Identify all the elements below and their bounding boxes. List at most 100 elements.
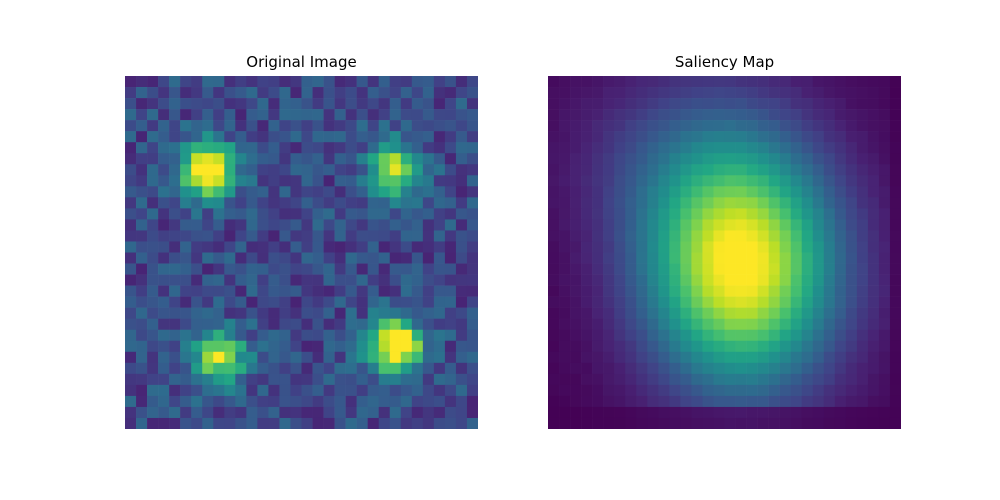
- heatmap-cell: [768, 109, 780, 121]
- heatmap-cell: [625, 241, 637, 253]
- heatmap-cell: [548, 362, 560, 375]
- heatmap-cell: [724, 395, 736, 408]
- heatmap-cell: [790, 76, 803, 88]
- heatmap-cell: [466, 186, 478, 198]
- heatmap-cell: [411, 197, 424, 209]
- heatmap-cell: [823, 197, 836, 209]
- heatmap-cell: [845, 351, 858, 364]
- heatmap-cell: [312, 263, 324, 275]
- heatmap-cell: [823, 98, 836, 110]
- heatmap-cell: [169, 208, 181, 220]
- heatmap-cell: [422, 197, 435, 209]
- heatmap-cell: [779, 230, 791, 242]
- heatmap-cell: [746, 153, 758, 165]
- heatmap-cell: [713, 142, 725, 154]
- heatmap-cell: [125, 164, 137, 176]
- heatmap-cell: [647, 373, 659, 386]
- heatmap-cell: [246, 241, 258, 253]
- heatmap-cell: [801, 406, 814, 419]
- heatmap-cell: [548, 98, 560, 110]
- heatmap-cell: [724, 274, 736, 286]
- heatmap-cell: [856, 120, 869, 132]
- heatmap-cell: [735, 87, 747, 99]
- heatmap-cell: [867, 274, 880, 286]
- heatmap-cell: [191, 296, 203, 308]
- heatmap-cell: [823, 340, 836, 353]
- heatmap-cell: [801, 384, 814, 397]
- heatmap-cell: [268, 406, 280, 419]
- heatmap-cell: [235, 241, 247, 253]
- heatmap-cell: [356, 362, 368, 375]
- heatmap-cell: [878, 208, 891, 220]
- heatmap-cell: [356, 274, 368, 286]
- heatmap-cell: [411, 373, 424, 386]
- heatmap-cell: [279, 406, 291, 419]
- heatmap-cell: [768, 285, 780, 297]
- heatmap-cell: [323, 362, 335, 375]
- heatmap-cell: [548, 318, 560, 331]
- heatmap-cell: [169, 406, 181, 419]
- heatmap-cell: [279, 362, 291, 375]
- heatmap-cell: [455, 263, 468, 275]
- heatmap-cell: [147, 351, 159, 364]
- heatmap-cell: [455, 131, 468, 143]
- heatmap-cell: [136, 263, 148, 275]
- heatmap-cell: [790, 87, 803, 99]
- heatmap-cell: [345, 219, 357, 231]
- heatmap-cell: [180, 285, 192, 297]
- heatmap-cell: [312, 340, 324, 353]
- heatmap-cell: [301, 153, 313, 165]
- heatmap-cell: [757, 285, 769, 297]
- heatmap-cell: [356, 208, 368, 220]
- heatmap-cell: [636, 175, 648, 187]
- heatmap-cell: [746, 76, 758, 88]
- heatmap-cell: [213, 318, 225, 331]
- heatmap-cell: [422, 329, 435, 342]
- heatmap-cell: [691, 208, 703, 220]
- heatmap-cell: [180, 175, 192, 187]
- heatmap-cell: [158, 285, 170, 297]
- heatmap-cell: [136, 406, 148, 419]
- heatmap-cell: [746, 241, 758, 253]
- heatmap-cell: [235, 230, 247, 242]
- heatmap-cell: [136, 241, 148, 253]
- heatmap-cell: [191, 351, 203, 364]
- heatmap-cell: [235, 87, 247, 99]
- heatmap-cell: [757, 373, 769, 386]
- heatmap-cell: [367, 318, 380, 331]
- heatmap-cell: [411, 164, 424, 176]
- heatmap-cell: [367, 98, 380, 110]
- heatmap-cell: [878, 219, 891, 231]
- heatmap-cell: [378, 197, 391, 209]
- heatmap-cell: [548, 296, 560, 308]
- heatmap-cell: [466, 76, 478, 88]
- heatmap-cell: [856, 164, 869, 176]
- heatmap-cell: [878, 307, 891, 319]
- heatmap-cell: [169, 230, 181, 242]
- heatmap-cell: [801, 285, 814, 297]
- heatmap-cell: [125, 307, 137, 319]
- heatmap-cell: [570, 153, 582, 165]
- heatmap-cell: [202, 307, 214, 319]
- heatmap-cell: [257, 219, 269, 231]
- heatmap-cell: [356, 384, 368, 397]
- heatmap-cell: [268, 131, 280, 143]
- heatmap-cell: [389, 186, 402, 198]
- heatmap-cell: [680, 274, 692, 286]
- heatmap-cell: [713, 197, 725, 209]
- heatmap-cell: [301, 197, 313, 209]
- heatmap-cell: [455, 285, 468, 297]
- heatmap-cell: [290, 241, 302, 253]
- heatmap-cell: [592, 153, 604, 165]
- heatmap-cell: [790, 417, 803, 429]
- heatmap-cell: [658, 373, 670, 386]
- heatmap-cell: [257, 186, 269, 198]
- heatmap-cell: [257, 208, 269, 220]
- heatmap-cell: [279, 76, 291, 88]
- heatmap-cell: [889, 76, 901, 88]
- heatmap-cell: [581, 76, 593, 88]
- heatmap-cell: [691, 384, 703, 397]
- heatmap-cell: [334, 208, 346, 220]
- heatmap-cell: [389, 384, 402, 397]
- heatmap-cell: [202, 197, 214, 209]
